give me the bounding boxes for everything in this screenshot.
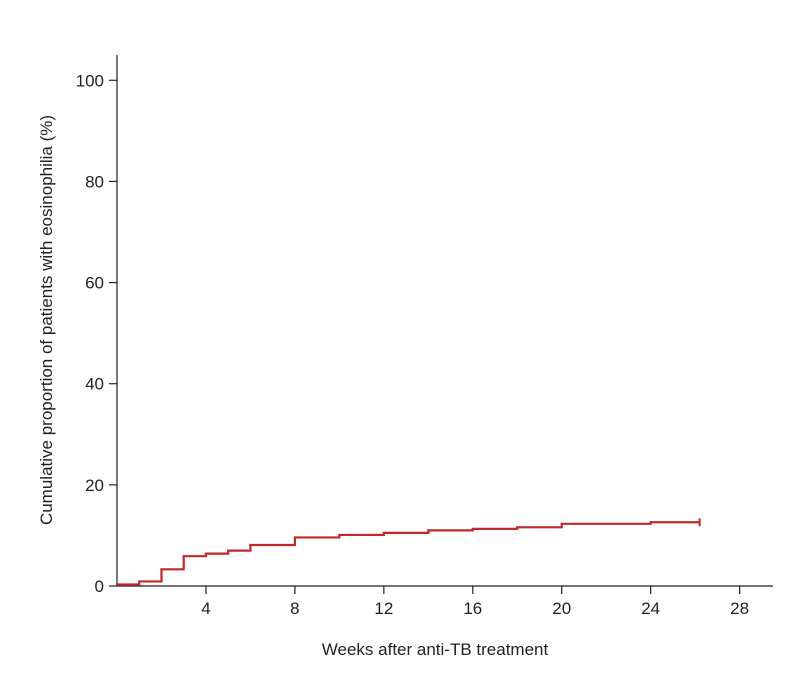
- series-point: [382, 531, 385, 535]
- series-layer: [115, 518, 701, 586]
- series-point: [516, 526, 519, 529]
- series-point: [471, 527, 474, 530]
- x-tick-label-28: 28: [730, 599, 749, 618]
- x-tick-label-12: 12: [374, 599, 393, 618]
- x-tick-label-24: 24: [641, 599, 660, 618]
- x-tick-label-8: 8: [290, 599, 299, 618]
- y-tick-label-100: 100: [76, 71, 104, 90]
- series-point: [560, 522, 563, 525]
- series-point: [138, 580, 141, 583]
- series-point: [160, 568, 163, 571]
- series-point: [115, 583, 119, 586]
- y-tick-label-0: 0: [95, 577, 104, 596]
- y-tick-label-60: 60: [85, 274, 104, 293]
- series-point: [293, 536, 296, 539]
- series-step-line: [117, 521, 700, 586]
- x-tick-label-16: 16: [463, 599, 482, 618]
- series-point: [249, 543, 252, 547]
- series-point: [649, 521, 652, 524]
- x-tick-label-4: 4: [201, 599, 210, 618]
- y-axis-ticks: 0 20 40 60 80 100: [76, 71, 117, 596]
- y-tick-label-40: 40: [85, 375, 104, 394]
- x-axis-ticks: 4 8 12 16 20 24 28: [201, 586, 749, 618]
- series-point: [182, 555, 185, 558]
- y-tick-label-20: 20: [85, 476, 104, 495]
- y-axis-title: Cumulative proportion of patients with e…: [37, 115, 56, 525]
- series-point: [427, 529, 430, 532]
- x-tick-label-20: 20: [552, 599, 571, 618]
- series-point: [204, 552, 208, 555]
- y-tick-label-80: 80: [85, 172, 104, 191]
- x-axis-title: Weeks after anti-TB treatment: [322, 640, 549, 659]
- series-point: [338, 533, 341, 537]
- series-point: [227, 549, 230, 552]
